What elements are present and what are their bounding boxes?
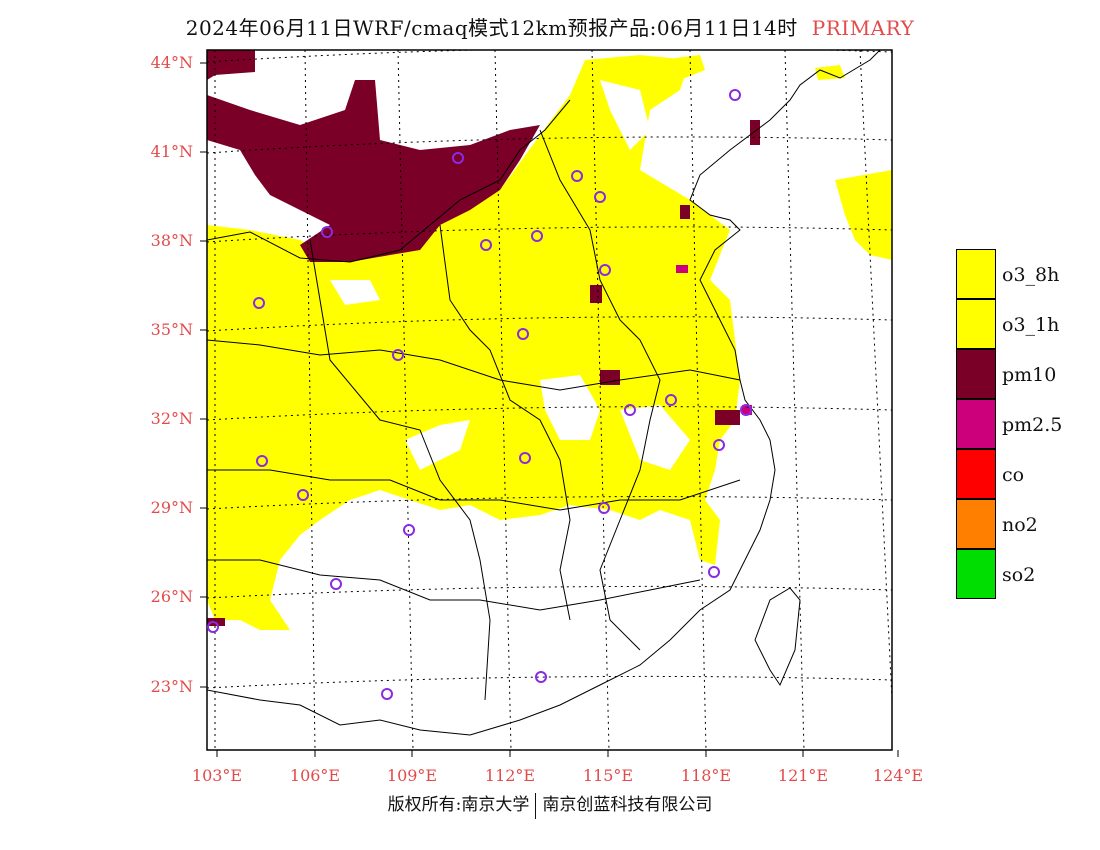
lon-tick-label: 112°E xyxy=(485,766,535,785)
map-title: 2024年06月11日WRF/cmaq模式12km预报产品:06月11日14时 P… xyxy=(0,12,1100,41)
station-marker xyxy=(253,297,265,309)
station-marker xyxy=(517,328,529,340)
station-marker xyxy=(381,688,393,700)
station-marker xyxy=(403,524,415,536)
station-marker xyxy=(480,239,492,251)
pm10-region-north xyxy=(207,80,540,262)
o3-region-nw xyxy=(660,55,705,80)
clean-hole-5 xyxy=(600,80,650,150)
lat-tick-label: 38°N xyxy=(151,231,193,250)
station-marker xyxy=(624,404,636,416)
lat-tick-label: 23°N xyxy=(151,677,193,696)
station-marker xyxy=(729,89,741,101)
pm10-patch-1 xyxy=(590,285,602,303)
title-tag: PRIMARY xyxy=(811,16,915,40)
station-marker xyxy=(571,170,583,182)
pm10-patch-5 xyxy=(750,120,760,145)
pm25-patch-1 xyxy=(676,265,688,273)
clean-hole-2 xyxy=(620,405,690,470)
lon-tick-label: 106°E xyxy=(290,766,340,785)
station-marker xyxy=(297,489,309,501)
footer-right: 南京创蓝科技有限公司 xyxy=(542,795,713,815)
station-marker xyxy=(598,502,610,514)
lat-tick-label: 29°N xyxy=(151,498,193,517)
pm25-patch-2 xyxy=(742,405,752,415)
legend-swatch xyxy=(956,299,996,349)
legend-label: so2 xyxy=(1002,564,1036,586)
legend-swatch xyxy=(956,549,996,599)
legend-swatch xyxy=(956,399,996,449)
station-marker xyxy=(330,578,342,590)
station-marker xyxy=(321,226,333,238)
lon-tick-label: 124°E xyxy=(873,766,923,785)
legend-label: o3_8h xyxy=(1002,264,1060,286)
lat-tick-label: 35°N xyxy=(151,320,193,339)
o3-region-main xyxy=(207,55,740,630)
lon-tick-label: 121°E xyxy=(778,766,828,785)
legend-swatch xyxy=(956,349,996,399)
clean-hole-4 xyxy=(330,280,380,305)
station-marker xyxy=(207,621,219,633)
o3-region-ne2 xyxy=(815,65,845,80)
pm10-patch-3 xyxy=(715,410,740,425)
legend-swatch xyxy=(956,249,996,299)
station-marker xyxy=(708,566,720,578)
o3-region-ne xyxy=(835,170,892,260)
lon-tick-label: 115°E xyxy=(583,766,633,785)
lon-tick-label: 109°E xyxy=(387,766,437,785)
station-marker xyxy=(452,152,464,164)
lon-tick-label: 118°E xyxy=(681,766,731,785)
lat-tick-label: 41°N xyxy=(151,142,193,161)
legend-label: o3_1h xyxy=(1002,314,1060,336)
legend-label: co xyxy=(1002,464,1025,486)
station-marker xyxy=(392,349,404,361)
legend-swatch xyxy=(956,449,996,499)
legend-label: no2 xyxy=(1002,514,1038,536)
axis-ticks: 44°N 41°N 38°N 35°N 32°N 29°N 26°N 23°N 103°E 106… xyxy=(151,53,923,785)
footer-divider xyxy=(535,792,537,819)
clean-hole-3 xyxy=(405,420,470,470)
lat-tick-label: 32°N xyxy=(151,409,193,428)
clean-hole-1 xyxy=(540,375,600,440)
pm10-region-nw xyxy=(207,50,255,80)
lat-tick-label: 26°N xyxy=(151,587,193,606)
station-marker xyxy=(594,191,606,203)
station-marker xyxy=(665,394,677,406)
graticule xyxy=(207,50,892,750)
station-marker xyxy=(740,404,752,416)
station-marker xyxy=(531,230,543,242)
legend-label: pm2.5 xyxy=(1002,414,1063,436)
station-marker xyxy=(713,439,725,451)
title-text: 2024年06月11日WRF/cmaq模式12km预报产品:06月11日14时 xyxy=(185,16,798,40)
legend-swatch xyxy=(956,499,996,549)
pm10-patch-2 xyxy=(680,205,690,219)
lat-tick-label: 44°N xyxy=(151,53,193,72)
monitoring-stations xyxy=(207,89,752,700)
map-area xyxy=(207,50,892,750)
station-marker xyxy=(599,264,611,276)
station-marker xyxy=(256,455,268,467)
station-marker xyxy=(519,452,531,464)
footer-left: 版权所有:南京大学 xyxy=(387,795,530,815)
map-frame xyxy=(206,49,893,751)
legend-label: pm10 xyxy=(1002,364,1057,386)
lon-tick-label: 103°E xyxy=(192,766,242,785)
boundaries xyxy=(207,50,881,736)
copyright-footer: 版权所有:南京大学 南京创蓝科技有限公司 xyxy=(0,790,1100,819)
station-marker xyxy=(535,671,547,683)
